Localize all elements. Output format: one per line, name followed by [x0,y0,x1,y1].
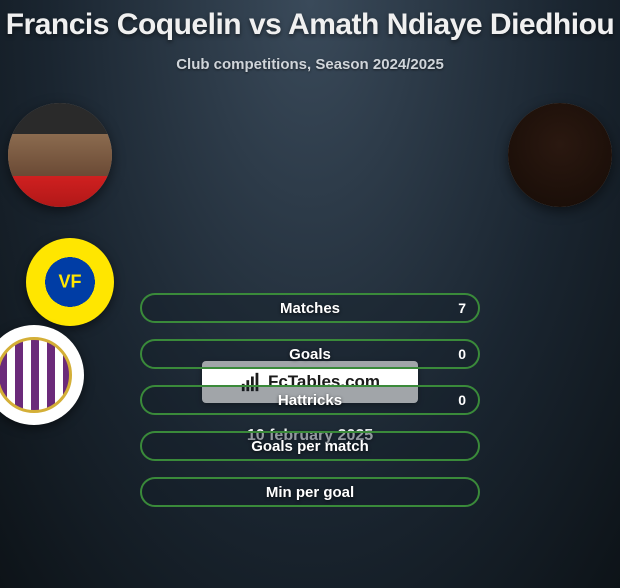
stat-row-goals: Goals 0 [140,339,480,369]
club-right-logo [0,325,84,425]
avatar [8,103,112,207]
player-left-photo [8,103,112,207]
stat-row-matches: Matches 7 [140,293,480,323]
stat-label: Goals per match [251,438,369,455]
avatar [508,103,612,207]
player-right-photo [508,103,612,207]
stat-row-hattricks: Hattricks 0 [140,385,480,415]
page-title: Francis Coquelin vs Amath Ndiaye Diedhio… [0,8,620,42]
club-left-logo [26,238,114,326]
stat-rows: Matches 7 Goals 0 Hattricks 0 Goals per … [140,291,480,507]
page-subtitle: Club competitions, Season 2024/2025 [0,56,620,73]
stat-label: Min per goal [266,484,354,501]
stat-right-value: 0 [458,346,466,362]
comparison-content: Matches 7 Goals 0 Hattricks 0 Goals per … [0,103,620,353]
stat-label: Hattricks [278,392,342,409]
stat-row-min-per-goal: Min per goal [140,477,480,507]
stat-row-goals-per-match: Goals per match [140,431,480,461]
stat-label: Matches [280,300,340,317]
stat-right-value: 7 [458,300,466,316]
stat-label: Goals [289,346,331,363]
stat-right-value: 0 [458,392,466,408]
